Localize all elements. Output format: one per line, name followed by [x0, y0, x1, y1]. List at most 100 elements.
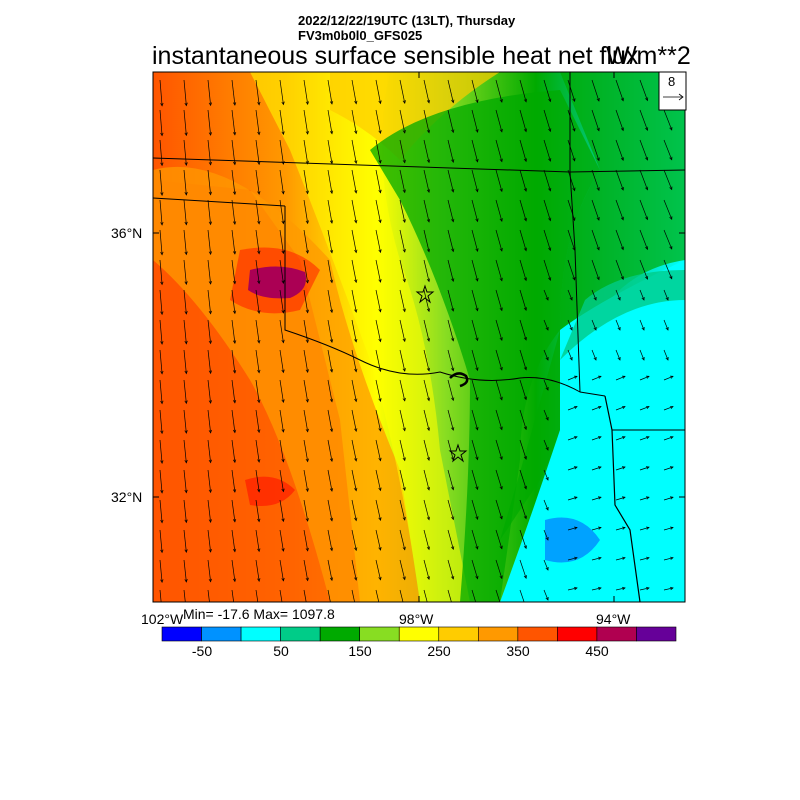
wind-vector — [591, 436, 602, 441]
wind-vector — [279, 499, 284, 522]
wind-vector-head — [160, 251, 164, 256]
wind-vector-head — [402, 159, 406, 164]
wind-vector — [615, 436, 626, 441]
wind-vector-head — [208, 251, 212, 255]
wind-vector-head — [378, 279, 382, 283]
wind-vector — [303, 259, 309, 283]
wind-vector — [447, 139, 454, 163]
wind-vector — [159, 589, 162, 602]
wind-vector — [567, 169, 576, 191]
wind-vector-head — [354, 398, 358, 403]
wind-vector-head — [545, 356, 549, 361]
wind-vector — [615, 496, 626, 501]
wind-vector — [231, 499, 236, 522]
wind-vector — [327, 79, 333, 105]
wind-vector — [399, 379, 406, 401]
wind-vector — [471, 409, 478, 430]
wind-vector-head — [160, 370, 164, 375]
wind-vector-head — [305, 488, 309, 493]
wind-vector-head — [451, 159, 455, 163]
wind-vector-head — [523, 307, 527, 311]
wind-vector — [567, 199, 576, 221]
wind-vector — [447, 409, 454, 431]
wind-vector — [351, 169, 357, 194]
wind-vector — [279, 559, 284, 581]
wind-vector-head — [545, 296, 549, 301]
wind-vector-head — [329, 577, 334, 582]
wind-vector — [663, 587, 674, 591]
wind-vector-head — [305, 577, 309, 582]
wind-vector-head — [184, 579, 188, 583]
wind-vector — [279, 439, 284, 462]
wind-vector-head — [184, 459, 188, 464]
wind-vector-head — [669, 156, 673, 161]
wind-vector — [543, 349, 549, 361]
wind-vector — [159, 259, 163, 285]
wind-vector-head — [403, 606, 406, 609]
wind-vector-head — [597, 375, 602, 379]
wind-vector — [519, 589, 525, 602]
wind-vector — [615, 587, 626, 591]
wind-vector — [447, 109, 454, 133]
wind-vector-head — [620, 187, 624, 191]
wind-vector-head — [548, 128, 552, 133]
wind-vector — [423, 79, 430, 103]
wind-vector — [423, 229, 430, 252]
wind-vector — [279, 589, 283, 602]
wind-vector-head — [354, 160, 358, 165]
wind-vector — [231, 409, 236, 433]
wind-vector-head — [572, 247, 576, 251]
wind-vector-head — [379, 607, 382, 610]
wind-vector — [423, 169, 430, 193]
wind-vector-head — [232, 399, 237, 404]
wind-vector-head — [572, 128, 576, 132]
wind-vector-head — [669, 275, 673, 280]
wind-vector — [663, 139, 673, 160]
wind-vector — [255, 589, 259, 602]
wind-vector — [231, 349, 236, 374]
wind-vector-head — [523, 545, 527, 550]
wind-vector-head — [305, 309, 309, 314]
wind-vector-head — [621, 556, 626, 560]
wind-vector-head — [548, 187, 552, 192]
wind-vector-head — [232, 280, 237, 285]
wind-vector — [351, 319, 357, 342]
wind-vector-head — [620, 157, 624, 162]
wind-vector — [591, 496, 602, 501]
wind-vector — [471, 319, 478, 341]
wind-vector — [207, 169, 211, 195]
wind-vector — [159, 169, 163, 196]
wind-vector — [639, 349, 645, 361]
wind-vector — [327, 439, 333, 462]
wind-vector-head — [402, 100, 406, 104]
wind-vector-head — [499, 247, 503, 252]
wind-vector — [519, 439, 527, 460]
wind-vector — [543, 259, 551, 281]
wind-vector-head — [596, 246, 600, 251]
wind-vector — [495, 409, 503, 430]
wind-vector-head — [621, 436, 626, 440]
wind-vector — [255, 169, 260, 195]
wind-vector-head — [232, 459, 237, 464]
wind-vector — [519, 379, 527, 400]
wind-vector-head — [184, 549, 188, 553]
wind-vector — [183, 79, 187, 106]
wind-vector-head — [329, 249, 334, 254]
wind-vector — [663, 466, 674, 471]
wind-vector-head — [597, 526, 602, 530]
wind-vector — [231, 259, 236, 284]
wind-vector-head — [232, 370, 237, 374]
wind-vector — [471, 229, 478, 252]
wind-vector-head — [160, 549, 164, 554]
wind-vector-head — [499, 307, 503, 312]
wind-vector-head — [184, 519, 188, 524]
wind-vector-head — [475, 575, 479, 580]
wind-vector-head — [499, 456, 503, 461]
wind-vector-head — [572, 98, 576, 103]
star-marker — [415, 284, 435, 304]
colorbar-swatch — [201, 626, 242, 642]
wind-vector — [207, 559, 211, 582]
wind-vector — [375, 109, 381, 134]
wind-vector-head — [426, 248, 431, 253]
wind-vector — [231, 559, 236, 582]
